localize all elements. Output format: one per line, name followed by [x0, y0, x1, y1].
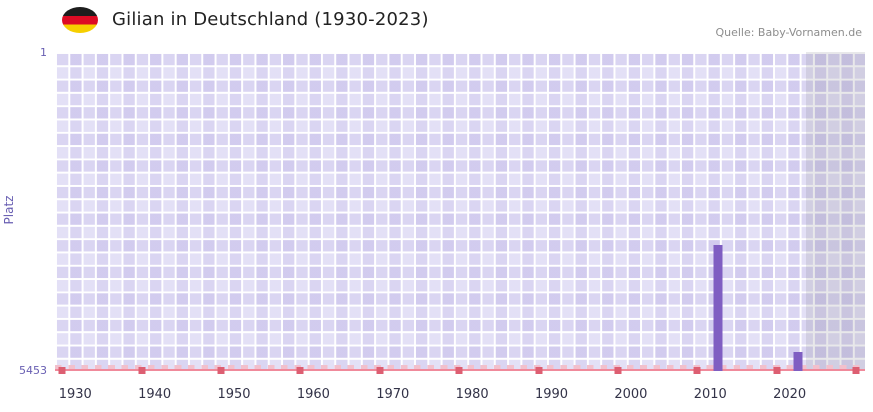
chart-title: Gilian in Deutschland (1930-2023) [112, 9, 429, 30]
baseline-marker [296, 367, 304, 374]
y-axis-title: Platz [2, 195, 16, 225]
x-tick-1990: 1990 [534, 387, 569, 402]
baseline-marker [455, 367, 463, 374]
baseline-marker [217, 367, 225, 374]
rank-bar-2021[interactable] [793, 352, 803, 371]
x-tick-1970: 1970 [376, 387, 410, 402]
x-axis-labels: 1930 1940 1950 1960 1970 1980 1990 2000 2010 2020 [55, 387, 865, 405]
baseline-marker [693, 367, 701, 374]
x-tick-1940: 1940 [138, 387, 172, 402]
x-tick-1950: 1950 [217, 387, 251, 402]
source-attribution: Quelle: Baby-Vornamen.de [715, 26, 862, 39]
baseline-marker [58, 367, 66, 374]
plot-area [55, 52, 865, 374]
x-tick-2000: 2000 [614, 387, 648, 402]
baseline-marker [376, 367, 384, 374]
baseline-marker [773, 367, 781, 374]
x-tick-2020: 2020 [773, 387, 807, 402]
baseline-marker [535, 367, 543, 374]
x-tick-1980: 1980 [455, 387, 489, 402]
germany-flag-icon [62, 7, 98, 33]
x-tick-2010: 2010 [693, 387, 727, 402]
recent-years-overlay [805, 52, 865, 371]
baseline-marker [614, 367, 622, 374]
baseline-marker [852, 367, 860, 374]
x-tick-1960: 1960 [296, 387, 330, 402]
baseline-marker [138, 367, 146, 374]
y-tick-top: 1 [40, 46, 47, 59]
y-tick-bottom: 5453 [19, 364, 47, 377]
rank-bar-2011[interactable] [713, 245, 723, 371]
x-tick-1930: 1930 [58, 387, 92, 402]
